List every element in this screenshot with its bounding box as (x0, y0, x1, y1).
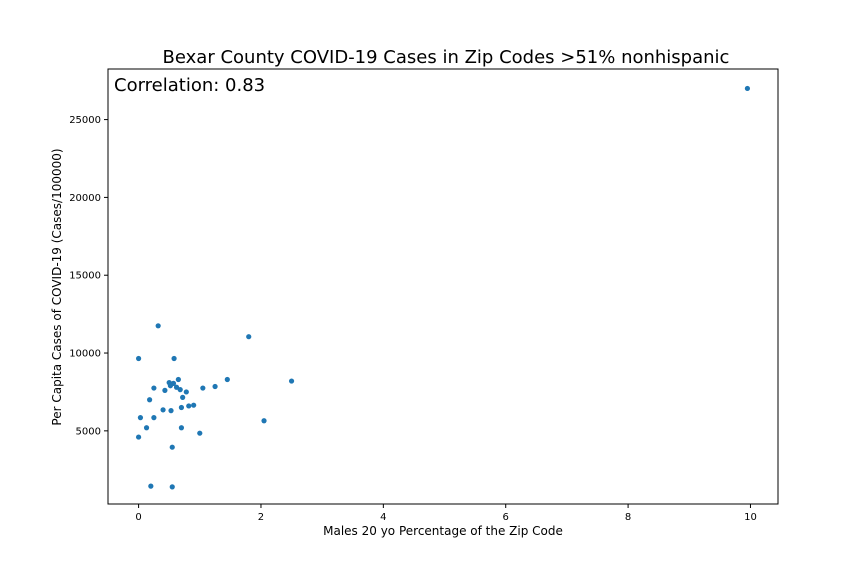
data-point (151, 385, 157, 391)
data-point (288, 378, 295, 384)
y-tick-label: 15000 (69, 271, 101, 282)
data-point (155, 323, 161, 329)
data-point (178, 404, 185, 411)
data-point (197, 430, 203, 436)
data-point (177, 387, 183, 393)
data-point (148, 483, 154, 489)
chart-title: Bexar County COVID-19 Cases in Zip Codes… (163, 47, 730, 68)
data-point (175, 376, 181, 383)
plot-area (107, 68, 779, 505)
data-point (169, 484, 175, 490)
x-tick-label: 6 (503, 512, 509, 523)
data-point (151, 415, 157, 421)
data-point (191, 402, 197, 408)
data-point (168, 408, 174, 414)
correlation-annotation: Correlation: 0.83 (114, 75, 265, 96)
data-point (261, 418, 267, 424)
y-axis-label: Per Capita Cases of COVID-19 (Cases/1000… (50, 148, 64, 425)
data-point (137, 415, 144, 421)
data-points (135, 85, 751, 490)
data-point (186, 403, 192, 409)
data-point (171, 355, 177, 362)
data-point (147, 397, 153, 403)
x-axis: 0 2 4 6 8 10 (135, 504, 757, 523)
x-tick-label: 2 (258, 512, 264, 523)
data-point (246, 334, 252, 340)
x-tick-label: 0 (135, 512, 141, 523)
data-point (143, 425, 150, 431)
x-tick-label: 10 (744, 512, 757, 523)
y-tick-label: 25000 (69, 115, 101, 126)
x-tick-label: 4 (380, 512, 386, 523)
data-point (162, 387, 168, 393)
x-tick-label: 8 (625, 512, 631, 523)
data-point (135, 434, 142, 440)
data-point (170, 380, 177, 386)
y-axis: 5000 10000 15000 20000 25000 (69, 115, 108, 437)
x-axis-label: Males 20 yo Percentage of the Zip Code (323, 524, 563, 538)
data-point (744, 85, 751, 92)
data-point (135, 355, 142, 362)
data-point (178, 425, 185, 431)
y-tick-label: 20000 (69, 193, 101, 204)
y-tick-label: 5000 (76, 426, 101, 437)
data-point (180, 394, 186, 400)
data-point (224, 376, 230, 383)
data-point (200, 385, 206, 391)
data-point (183, 389, 189, 395)
y-tick-label: 10000 (69, 349, 101, 360)
data-point (169, 444, 175, 450)
data-point (160, 407, 166, 413)
data-point (212, 383, 218, 390)
